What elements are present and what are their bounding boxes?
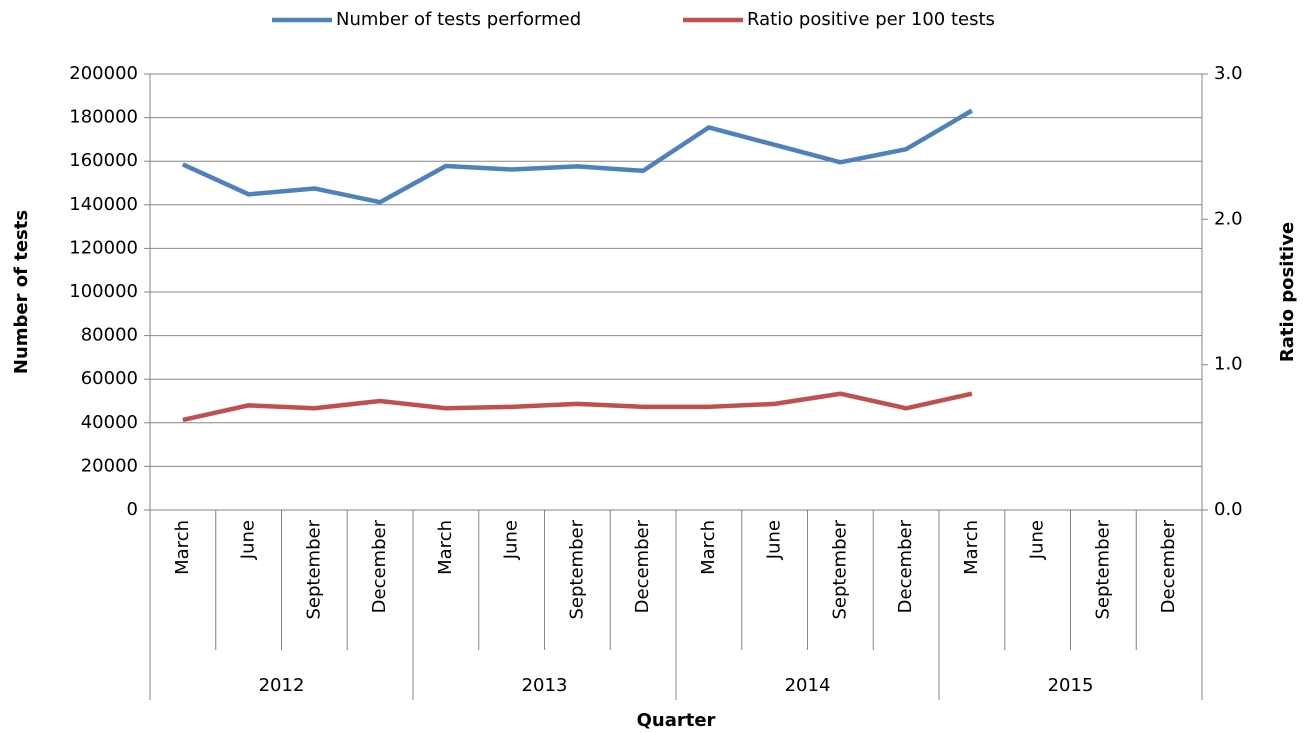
y2-axis-title: Ratio positive (1277, 222, 1298, 362)
x-tick-label: September (303, 519, 324, 619)
x-tick-label: September (1092, 519, 1113, 619)
y-tick-label: 20000 (81, 455, 138, 476)
y2-tick-label: 0.0 (1214, 499, 1243, 520)
legend-label: Number of tests performed (336, 9, 581, 30)
x-tick-label: December (1158, 519, 1179, 613)
x-tick-label: June (1027, 520, 1048, 560)
x-tick-label: December (895, 519, 916, 613)
legend-label: Ratio positive per 100 tests (747, 9, 995, 30)
x-tick-label: March (172, 520, 193, 575)
x-tick-label: December (632, 519, 653, 613)
x-tick-label: June (764, 520, 785, 560)
group-label: 2014 (785, 675, 831, 696)
y-tick-label: 120000 (69, 237, 138, 258)
y-tick-label: 60000 (81, 368, 138, 389)
y-tick-label: 160000 (69, 150, 138, 171)
y2-tick-label: 1.0 (1214, 354, 1243, 375)
x-tick-label: March (698, 520, 719, 575)
y-axis-title: Number of tests (11, 210, 32, 374)
y2-tick-label: 2.0 (1214, 208, 1243, 229)
group-label: 2012 (259, 675, 305, 696)
y-tick-label: 180000 (69, 107, 138, 128)
x-tick-label: June (501, 520, 522, 560)
series-line (181, 108, 974, 205)
series-line (182, 391, 973, 423)
y-tick-label: 80000 (81, 325, 138, 346)
y2-tick-label: 3.0 (1214, 63, 1243, 84)
x-tick-label: September (829, 519, 850, 619)
y-tick-label: 200000 (69, 63, 138, 84)
x-tick-label: March (435, 520, 456, 575)
y-tick-label: 40000 (81, 412, 138, 433)
y-tick-label: 100000 (69, 281, 138, 302)
y-tick-label: 0 (127, 499, 138, 520)
x-tick-label: June (238, 520, 259, 560)
x-tick-label: March (961, 520, 982, 575)
group-label: 2013 (522, 675, 568, 696)
x-tick-label: September (566, 519, 587, 619)
x-tick-label: December (369, 519, 390, 613)
x-axis-title: Quarter (637, 710, 716, 731)
y-tick-label: 140000 (69, 194, 138, 215)
group-label: 2015 (1048, 675, 1094, 696)
